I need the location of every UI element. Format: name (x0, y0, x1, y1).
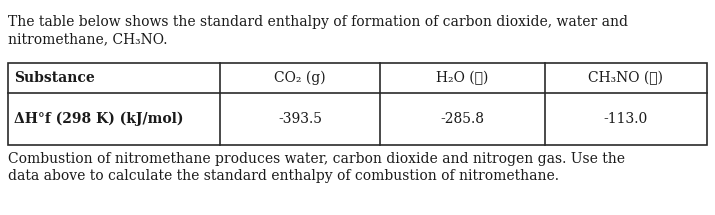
Text: CO₂ (g): CO₂ (g) (274, 71, 326, 85)
Text: The table below shows the standard enthalpy of formation of carbon dioxide, wate: The table below shows the standard entha… (8, 15, 628, 29)
Text: -393.5: -393.5 (278, 112, 322, 126)
Text: H₂O (ℓ): H₂O (ℓ) (436, 71, 488, 85)
Text: nitromethane, CH₃NO.: nitromethane, CH₃NO. (8, 32, 167, 46)
Bar (8, 63, 707, 145)
Text: -113.0: -113.0 (604, 112, 648, 126)
Text: CH₃NO (ℓ): CH₃NO (ℓ) (588, 71, 664, 85)
Text: ΔH°f (298 K) (kJ/mol): ΔH°f (298 K) (kJ/mol) (14, 112, 184, 126)
Text: Combustion of nitromethane produces water, carbon dioxide and nitrogen gas. Use : Combustion of nitromethane produces wate… (8, 152, 625, 166)
Text: data above to calculate the standard enthalpy of combustion of nitromethane.: data above to calculate the standard ent… (8, 169, 559, 183)
Text: Substance: Substance (14, 71, 95, 85)
Text: -285.8: -285.8 (440, 112, 485, 126)
